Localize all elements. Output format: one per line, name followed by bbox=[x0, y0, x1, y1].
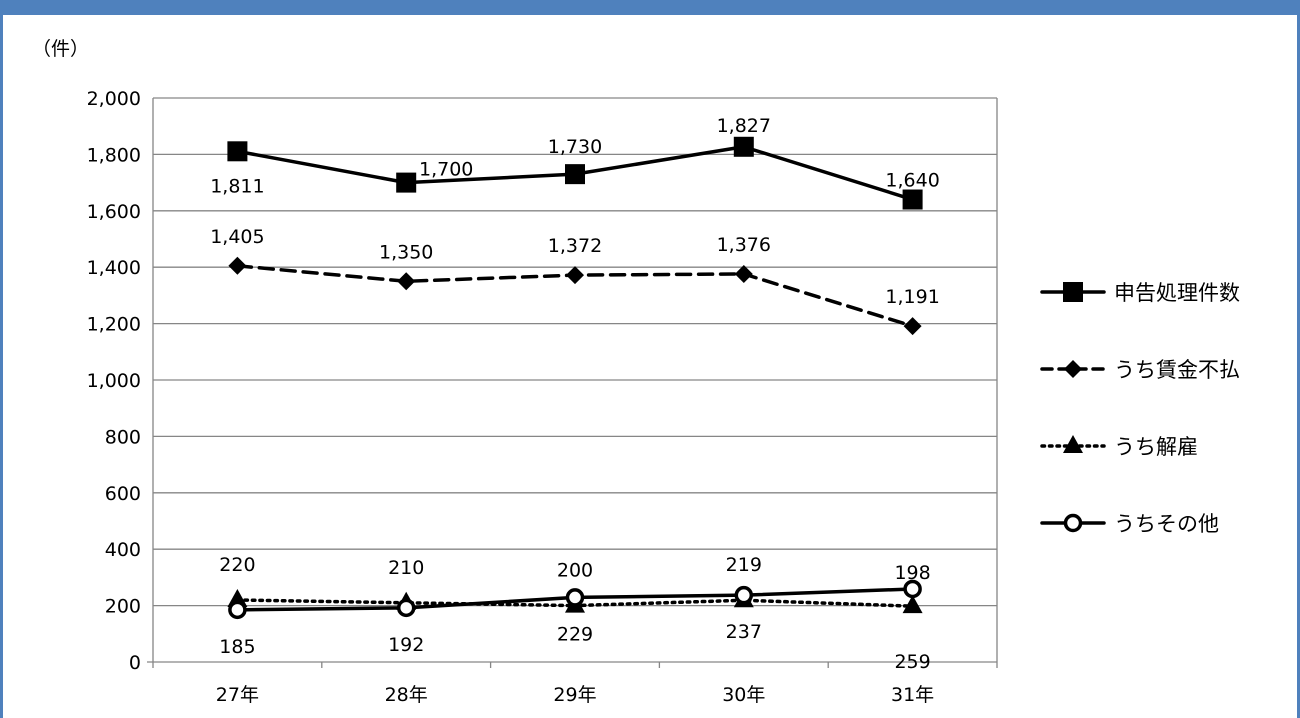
data-point bbox=[903, 579, 922, 599]
data-label: 200 bbox=[557, 560, 593, 582]
y-tick-label: 2,000 bbox=[87, 88, 141, 110]
data-point bbox=[734, 264, 753, 283]
y-axis-ticks: 0 200 400 600 800 1,000 1,200 1,400 1,600 1,800 2,… bbox=[87, 88, 141, 674]
y-tick-label: 1,000 bbox=[87, 370, 141, 392]
data-label: 1,376 bbox=[717, 234, 771, 256]
data-point bbox=[396, 598, 416, 618]
data-point bbox=[396, 172, 417, 193]
x-axis-ticks: 27年 28年 29年 30年 31年 bbox=[216, 684, 934, 706]
legend-marker bbox=[1064, 360, 1082, 378]
data-label: 219 bbox=[726, 554, 762, 576]
series-group bbox=[227, 136, 923, 620]
data-label: 1,372 bbox=[548, 235, 602, 257]
legend-label: うち賃金不払 bbox=[1114, 358, 1240, 382]
data-label: 1,827 bbox=[717, 115, 771, 137]
legend-label: うちその他 bbox=[1114, 512, 1219, 536]
data-point bbox=[733, 136, 754, 157]
data-label: 229 bbox=[557, 623, 593, 645]
y-tick-label: 800 bbox=[105, 426, 141, 448]
y-tick-label: 200 bbox=[105, 596, 141, 618]
data-label: 192 bbox=[388, 634, 424, 656]
data-point bbox=[566, 266, 584, 285]
y-tick-label: 600 bbox=[105, 483, 141, 505]
data-label: 1,350 bbox=[379, 241, 433, 263]
y-axis-unit-label: （件） bbox=[32, 38, 89, 60]
data-label: 1,730 bbox=[548, 136, 602, 158]
legend-label: うち解雇 bbox=[1114, 435, 1198, 459]
data-label: 198 bbox=[894, 562, 930, 584]
data-label: 220 bbox=[219, 554, 255, 576]
data-labels: 1,811 1,700 1,730 1,827 1,640 1,405 1,350 1,372… bbox=[210, 115, 940, 673]
data-label: 1,640 bbox=[885, 170, 939, 192]
data-label: 237 bbox=[726, 621, 762, 643]
data-label: 1,700 bbox=[419, 159, 473, 181]
y-tick-label: 1,200 bbox=[87, 314, 141, 336]
data-label: 1,405 bbox=[210, 226, 264, 248]
data-point bbox=[228, 600, 247, 620]
x-tick-label: 28年 bbox=[385, 684, 428, 706]
data-label: 1,191 bbox=[885, 286, 939, 308]
y-tick-label: 1,400 bbox=[87, 257, 141, 279]
y-tick-label: 1,600 bbox=[87, 201, 141, 223]
data-point bbox=[903, 317, 922, 336]
data-point bbox=[902, 595, 923, 614]
legend-entry: 申告処理件数 bbox=[1040, 281, 1240, 305]
x-tick-label: 29年 bbox=[553, 684, 596, 706]
x-tick-label: 27年 bbox=[216, 684, 259, 706]
legend-label: 申告処理件数 bbox=[1114, 281, 1240, 305]
gridlines bbox=[153, 97, 997, 607]
data-point bbox=[565, 164, 585, 185]
data-point bbox=[227, 141, 248, 162]
legend-entry: うち賃金不払 bbox=[1040, 358, 1240, 382]
data-label: 185 bbox=[219, 636, 255, 658]
data-point bbox=[228, 256, 247, 275]
data-label: 210 bbox=[388, 557, 424, 579]
x-tick-label: 30年 bbox=[722, 684, 765, 706]
y-tick-label: 0 bbox=[129, 652, 141, 674]
x-tick-label: 31年 bbox=[891, 684, 934, 706]
data-point bbox=[397, 272, 416, 291]
series-1 bbox=[227, 136, 923, 210]
legend-entry: うち解雇 bbox=[1040, 435, 1198, 459]
data-point bbox=[734, 585, 754, 605]
legend-marker bbox=[1063, 513, 1083, 533]
data-label: 259 bbox=[894, 651, 930, 673]
data-point bbox=[902, 189, 923, 210]
series-4 bbox=[228, 579, 922, 620]
legend-marker bbox=[1063, 435, 1083, 453]
series-2 bbox=[228, 256, 922, 336]
y-tick-label: 400 bbox=[105, 539, 141, 561]
data-point bbox=[565, 588, 585, 607]
y-tick-label: 1,800 bbox=[87, 144, 141, 166]
legend-entry: うちその他 bbox=[1040, 512, 1219, 536]
axes bbox=[147, 98, 998, 668]
legend-marker bbox=[1063, 282, 1083, 302]
data-label: 1,811 bbox=[210, 175, 264, 197]
